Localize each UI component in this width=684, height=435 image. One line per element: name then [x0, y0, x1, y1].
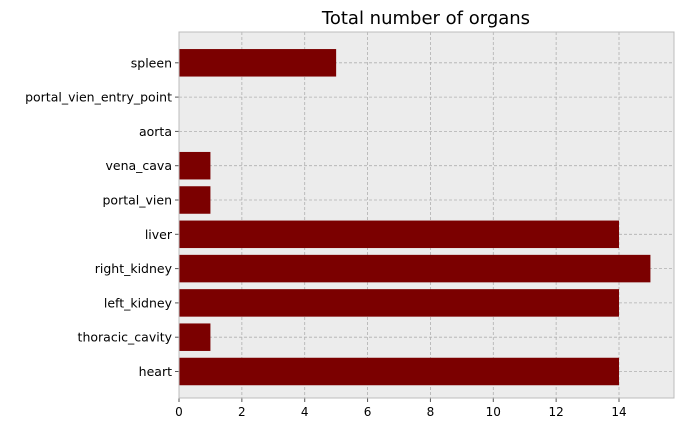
bar-portal-vien — [179, 186, 211, 214]
x-tick-label: 2 — [238, 405, 246, 419]
y-tick-label: aorta — [139, 124, 172, 139]
x-tick-label: 0 — [175, 405, 183, 419]
bar-spleen — [179, 49, 337, 77]
bar-vena-cava — [179, 151, 211, 180]
bar-liver — [179, 220, 619, 249]
x-tick-label: 12 — [549, 405, 564, 419]
y-tick-label: portal_vien_entry_point — [25, 90, 172, 105]
y-tick-label: liver — [145, 227, 173, 242]
plot-frame — [178, 31, 675, 399]
bars — [179, 49, 651, 386]
bar-left-kidney — [179, 289, 619, 317]
x-tick-label: 14 — [611, 405, 626, 419]
y-tick-label: portal_vien — [103, 193, 173, 208]
x-tick-label: 8 — [427, 405, 435, 419]
chart-title: Total number of organs — [321, 8, 530, 29]
x-tick-label: 6 — [364, 405, 372, 419]
y-tick-label: right_kidney — [95, 261, 173, 276]
plot-area — [179, 32, 674, 398]
bar-thoracic-cavity — [179, 323, 211, 351]
x-tick-label: 4 — [301, 405, 309, 419]
y-tick-label: spleen — [131, 55, 172, 70]
x-tick-labels: 0 2 4 6 8 10 12 14 — [175, 398, 627, 419]
y-tick-label: vena_cava — [105, 158, 172, 173]
y-tick-label: heart — [139, 364, 172, 379]
bar-heart — [179, 357, 619, 386]
x-tick-label: 10 — [486, 405, 501, 419]
y-tick-label: left_kidney — [104, 295, 173, 310]
y-tick-label: thoracic_cavity — [78, 330, 173, 345]
bar-right-kidney — [179, 254, 651, 283]
y-tick-labels: heart thoracic_cavity left_kidney right_kid… — [25, 55, 179, 379]
